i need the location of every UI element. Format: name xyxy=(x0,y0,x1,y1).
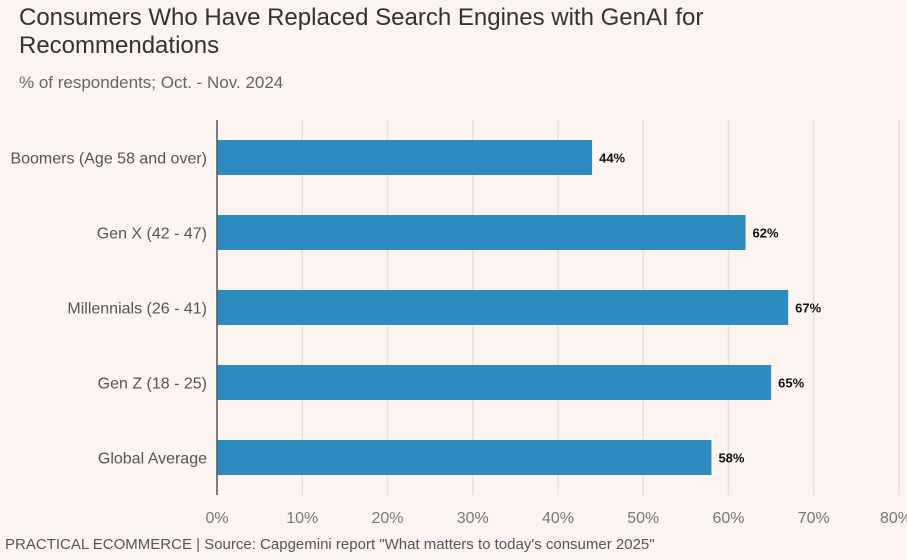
data-label: 65% xyxy=(778,376,804,391)
data-label: 62% xyxy=(753,226,779,241)
x-tick-label: 30% xyxy=(457,510,489,527)
category-labels: Boomers (Age 58 and over) Gen X (42 - 47)… xyxy=(10,151,207,468)
category-label: Global Average xyxy=(98,451,207,468)
category-label: Boomers (Age 58 and over) xyxy=(10,151,207,168)
bar xyxy=(217,440,712,475)
bar xyxy=(217,140,593,175)
x-tick-label: 50% xyxy=(627,510,659,527)
bars xyxy=(217,140,789,475)
data-labels: 44% 62% 67% 65% 58% xyxy=(599,151,822,466)
x-tick-label: 10% xyxy=(286,510,318,527)
x-tick-label: 20% xyxy=(371,510,403,527)
category-label: Gen Z (18 - 25) xyxy=(98,376,207,393)
bar xyxy=(217,290,789,325)
x-tick-labels: 0% 10% 20% 30% 40% 50% 60% 70% 80% xyxy=(205,510,907,527)
bar xyxy=(217,215,746,250)
data-label: 67% xyxy=(795,301,821,316)
x-tick-label: 70% xyxy=(798,510,830,527)
x-tick-label: 80% xyxy=(880,510,907,527)
data-label: 58% xyxy=(718,451,744,466)
bar xyxy=(217,365,772,400)
category-label: Gen X (42 - 47) xyxy=(97,226,207,243)
chart-subtitle: % of respondents; Oct. - Nov. 2024 xyxy=(19,73,284,92)
category-label: Millennials (26 - 41) xyxy=(67,301,207,318)
x-tick-label: 60% xyxy=(712,510,744,527)
source-footer: PRACTICAL ECOMMERCE | Source: Capgemini … xyxy=(5,536,655,553)
x-tick-label: 0% xyxy=(205,510,228,527)
data-label: 44% xyxy=(599,151,625,166)
x-tick-label: 40% xyxy=(542,510,574,527)
chart-title: Consumers Who Have Replaced Search Engin… xyxy=(19,4,704,59)
